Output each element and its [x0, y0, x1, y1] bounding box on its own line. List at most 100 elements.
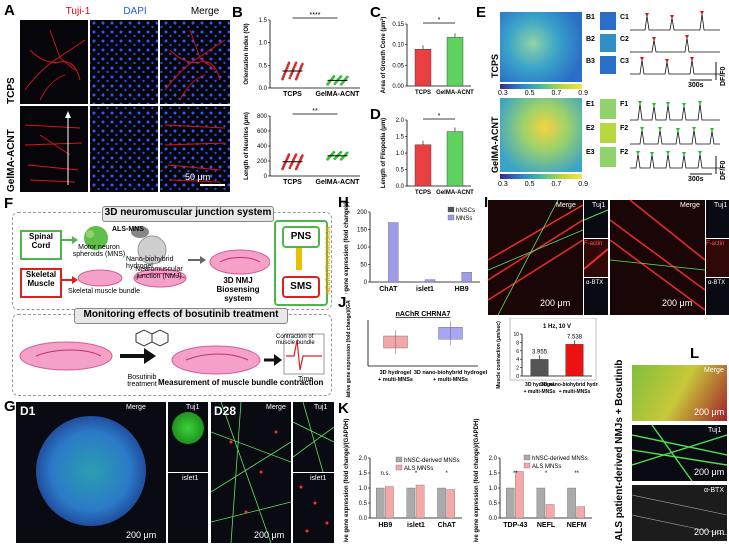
label-e1: E1: [586, 101, 595, 108]
significance-label: **: [312, 108, 318, 115]
y-tick-label: 600: [257, 129, 268, 135]
panel-label-j: J: [338, 294, 347, 311]
panel-label-l: L: [690, 345, 700, 362]
y-tick-label: 1.0: [359, 486, 368, 492]
legend-swatch: [523, 454, 531, 461]
y-axis-label: Orientation Index (OI): [244, 23, 250, 84]
data-point: [332, 150, 336, 154]
y-tick-label: 2.0: [396, 118, 405, 124]
data-point: [292, 67, 295, 70]
y-axis-label: Length of Filopodia (μm): [381, 118, 387, 188]
data-point: [296, 163, 300, 167]
f-schematic: [60, 226, 270, 288]
label-f3: F2: [620, 149, 629, 156]
thumb-b2: [600, 34, 616, 52]
g-d28-tuj1: [293, 402, 334, 472]
bar: [414, 144, 432, 187]
legend-swatch: [447, 206, 455, 213]
bar: [406, 487, 416, 519]
l-abtx: [632, 485, 727, 541]
data-point: [282, 165, 285, 168]
x-tick-label: GelMA-ACNT: [436, 190, 474, 196]
data-point: [345, 76, 348, 80]
i-right-abtx: [706, 278, 729, 315]
g-d28-image: [211, 402, 291, 543]
x-tick-label: GelMA-ACNT: [316, 179, 361, 186]
x-tick-label: 3D nano-biohybrid hydrogel: [541, 382, 598, 388]
legend-swatch: [395, 456, 403, 463]
bar: [545, 504, 555, 519]
calcium-traces: [630, 11, 720, 175]
y-tick-label: 0.00: [392, 84, 404, 90]
y-tick-label: 1.5: [489, 471, 498, 477]
y-tick-label: 1.5: [396, 135, 405, 141]
data-point: [288, 166, 292, 170]
row-title-gelma: GelMA-ACNT: [6, 129, 17, 192]
y-tick-label: 0.5: [359, 501, 368, 507]
y-axis-label: Relative gene expression (fold change)/(…: [344, 419, 350, 542]
g-d1-merge: Merge: [126, 404, 146, 411]
data-point: [294, 77, 298, 81]
data-point: [341, 80, 345, 84]
panel-label-i: I: [484, 194, 489, 211]
data-point: [289, 164, 292, 168]
i-right-tuj1-label: Tuj1: [714, 202, 728, 209]
y-tick-label: 1.5: [259, 18, 268, 24]
x-tick-label: + multi-MNSs: [524, 389, 556, 395]
y-tick-label: 4: [516, 357, 519, 363]
panel-k-left-chart: 0.0 0.5 1.0 1.5 2.0 Relative gene expression …: [344, 419, 462, 542]
bar: [536, 487, 546, 519]
y-tick-label: 8: [516, 340, 519, 346]
g-d28-islet1-label: islet1: [310, 475, 327, 482]
y-axis-label: Length of Neurites (μm): [244, 112, 250, 180]
y-tick-label: 2.0: [359, 456, 368, 462]
chart-title: nAChR CHRNA7: [396, 311, 451, 318]
significance-label: *: [415, 471, 418, 477]
data-point: [282, 74, 285, 78]
label-f1: F1: [620, 101, 629, 108]
y-tick-label: 2.0: [489, 456, 498, 462]
f-nmj-label: Neuromuscular junction (NMJ): [135, 266, 183, 280]
i-right-scale: 200 μm: [662, 298, 693, 308]
bar: [414, 49, 432, 87]
data-point: [293, 63, 297, 66]
panel-label-e: E: [476, 4, 487, 21]
bar: [437, 487, 446, 519]
i-left-scale: 200 μm: [540, 298, 571, 308]
i-left-factin: [584, 239, 608, 277]
i-right-merge-label: Merge: [680, 202, 700, 209]
f-als-mns: ALS-MNS: [112, 226, 144, 233]
g-d1-image: [16, 402, 166, 543]
bar: [515, 471, 524, 519]
col-title-merge: Merge: [190, 6, 220, 17]
thumb-b3: [600, 56, 616, 74]
data-point: [287, 153, 291, 156]
significance-label: **: [574, 471, 579, 477]
y-tick-label: 800: [257, 114, 268, 120]
panel-a: Tuji-1 DAPI Merge TCPS GelMA-ACNT: [0, 0, 230, 195]
legend-label: hNSC-derived MNSs: [404, 458, 460, 464]
panel-label-a: A: [4, 2, 15, 19]
y-axis-label: Relative gene expression (fold change)/(…: [474, 419, 480, 542]
l-scale-2: 200 μm: [694, 467, 725, 477]
y-tick-label: 50: [360, 263, 367, 269]
bar: [567, 487, 576, 519]
bar: [446, 489, 456, 519]
e-unit-top: DF/F0: [720, 66, 727, 86]
data-point: [286, 63, 290, 67]
data-point: [337, 77, 340, 81]
x-tick-label: TDP-43: [503, 522, 527, 529]
e-heatmap-tcps: [500, 12, 582, 82]
data-point: [300, 155, 303, 159]
label-b2: B2: [586, 36, 595, 43]
y-tick-label: 2: [516, 366, 519, 372]
legend-label: ALS MNSs: [404, 466, 433, 472]
thumb-e2: [600, 123, 616, 143]
data-point: [293, 154, 297, 158]
y-axis-label: Relative gene expression (fold change)/(…: [344, 202, 350, 294]
data-point: [283, 163, 286, 166]
label-c2: C2: [620, 36, 629, 43]
l-tuj1: [632, 425, 727, 481]
legend-swatch: [447, 214, 455, 221]
f-bosutinib: Bosutinib treatment: [127, 374, 157, 388]
